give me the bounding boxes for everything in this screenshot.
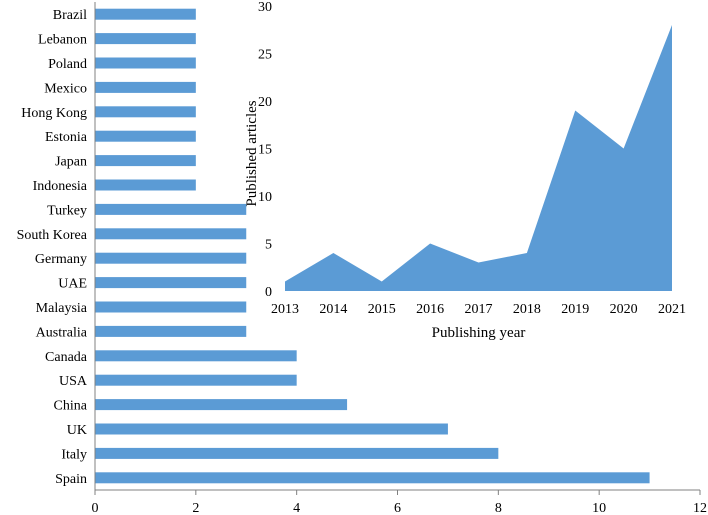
bar-x-axis (94, 489, 701, 495)
bar-category-label: Germany (35, 252, 87, 267)
bar-uk (95, 423, 448, 435)
bar-australia (95, 325, 247, 337)
bar-brazil (95, 8, 196, 20)
area-y-tick-label: 25 (258, 48, 272, 63)
bar-category-label: Indonesia (33, 179, 88, 194)
bar-category-label: USA (59, 374, 88, 389)
bar-estonia (95, 130, 196, 142)
area-x-tick-label: 2018 (513, 302, 541, 317)
area-y-axis-title: Published articles (244, 100, 260, 206)
bar-category-label: UAE (58, 277, 87, 292)
bar-category-label: Japan (55, 155, 87, 170)
bar-category-label: Spain (55, 472, 87, 487)
bar-category-label: Italy (61, 447, 87, 462)
bar-category-label: Estonia (45, 130, 88, 145)
bar-x-tick-label: 6 (394, 501, 401, 515)
area-y-tick-label: 5 (265, 238, 272, 253)
bar-category-labels: Brazil Lebanon Poland Mexico Hong Kong Estoni… (17, 8, 88, 487)
bar-x-tick-label: 12 (693, 501, 707, 515)
bar-marks (95, 8, 650, 484)
bar-category-label: Mexico (44, 81, 87, 96)
bar-germany (95, 252, 247, 264)
bar-malaysia (95, 301, 247, 313)
area-series (285, 25, 672, 291)
area-x-tick-labels: 2013 2014 2015 2016 2017 2018 2019 2020 2021 (271, 302, 686, 317)
bar-x-tick-label: 2 (192, 501, 199, 515)
bar-lebanon (95, 33, 196, 45)
bar-category-label: Australia (36, 325, 88, 340)
bar-indonesia (95, 179, 196, 191)
area-x-tick-label: 2020 (610, 302, 638, 317)
bar-x-tick-label: 4 (293, 501, 300, 515)
bar-x-tick-label: 8 (495, 501, 502, 515)
area-y-tick-label: 30 (258, 0, 272, 15)
area-x-tick-label: 2017 (465, 302, 493, 317)
bar-category-label: South Korea (17, 228, 88, 243)
area-x-tick-label: 2016 (416, 302, 444, 317)
area-x-tick-label: 2014 (319, 302, 347, 317)
bar-turkey (95, 203, 247, 215)
bar-category-label: Canada (45, 350, 88, 365)
bar-japan (95, 155, 196, 167)
area-y-tick-label: 20 (258, 95, 272, 110)
bar-canada (95, 350, 297, 362)
bar-spain (95, 472, 650, 484)
bar-category-label: China (54, 399, 88, 414)
bar-poland (95, 57, 196, 69)
area-x-tick-label: 2019 (561, 302, 589, 317)
bar-category-label: Lebanon (38, 33, 87, 48)
area-x-tick-label: 2013 (271, 302, 299, 317)
bar-uae (95, 277, 247, 289)
bar-x-tick-labels: 0 2 4 6 8 10 12 (92, 501, 708, 515)
bar-hong-kong (95, 106, 196, 118)
bar-x-tick-label: 10 (592, 501, 606, 515)
bar-category-label: Turkey (47, 203, 87, 218)
area-y-tick-label: 0 (265, 285, 272, 300)
area-y-tick-labels: 0 5 10 15 20 25 30 (258, 0, 272, 300)
bar-china (95, 399, 348, 411)
bar-mexico (95, 81, 196, 93)
bar-category-label: Poland (48, 57, 87, 72)
area-x-tick-label: 2015 (368, 302, 396, 317)
bar-category-label: Brazil (53, 8, 87, 23)
area-y-tick-label: 10 (258, 190, 272, 205)
bar-italy (95, 447, 499, 459)
bar-category-label: Hong Kong (21, 106, 87, 121)
area-y-tick-label: 15 (258, 143, 272, 158)
bar-category-label: UK (67, 423, 87, 438)
bar-category-label: Malaysia (36, 301, 88, 316)
bar-south-korea (95, 228, 247, 240)
area-x-axis-title: Publishing year (432, 325, 526, 341)
bar-usa (95, 374, 297, 386)
area-x-tick-label: 2021 (658, 302, 686, 317)
country-bar-chart: Brazil Lebanon Poland Mexico Hong Kong Estoni… (17, 2, 707, 515)
bar-x-tick-label: 0 (92, 501, 99, 515)
